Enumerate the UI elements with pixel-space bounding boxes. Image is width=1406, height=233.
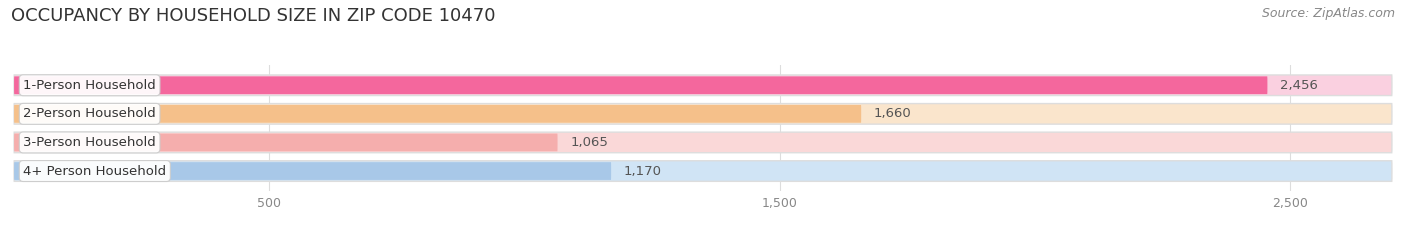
Text: 2-Person Household: 2-Person Household	[24, 107, 156, 120]
FancyBboxPatch shape	[14, 76, 1267, 94]
FancyBboxPatch shape	[14, 105, 862, 123]
Text: 1,065: 1,065	[571, 136, 609, 149]
Text: 3-Person Household: 3-Person Household	[24, 136, 156, 149]
FancyBboxPatch shape	[14, 161, 1392, 181]
FancyBboxPatch shape	[14, 162, 612, 180]
Text: 4+ Person Household: 4+ Person Household	[24, 164, 166, 178]
FancyBboxPatch shape	[14, 103, 1392, 124]
FancyBboxPatch shape	[14, 132, 1392, 153]
Text: 1,170: 1,170	[624, 164, 662, 178]
FancyBboxPatch shape	[14, 75, 1392, 96]
Text: Source: ZipAtlas.com: Source: ZipAtlas.com	[1261, 7, 1395, 20]
FancyBboxPatch shape	[14, 134, 558, 151]
Text: 2,456: 2,456	[1281, 79, 1317, 92]
Text: 1,660: 1,660	[875, 107, 911, 120]
Text: OCCUPANCY BY HOUSEHOLD SIZE IN ZIP CODE 10470: OCCUPANCY BY HOUSEHOLD SIZE IN ZIP CODE …	[11, 7, 496, 25]
Text: 1-Person Household: 1-Person Household	[24, 79, 156, 92]
